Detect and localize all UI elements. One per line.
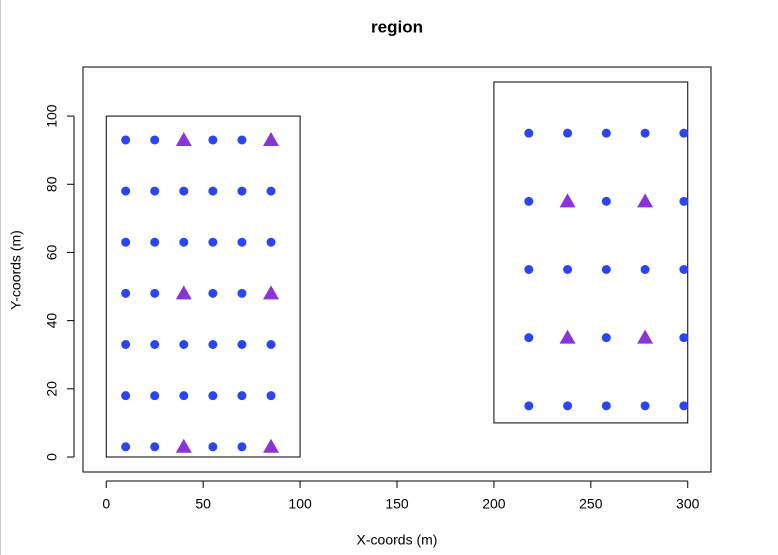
circle-point	[266, 391, 276, 401]
circle-point	[121, 135, 131, 145]
circle-point	[266, 340, 276, 349]
circle-point	[563, 128, 573, 138]
circle-point	[237, 288, 247, 298]
circle-point	[266, 186, 276, 196]
circle-point	[208, 442, 218, 452]
circle-point	[150, 340, 160, 349]
circle-point	[524, 333, 534, 343]
circle-point	[150, 391, 160, 401]
circle-point	[679, 196, 689, 206]
circle-point	[679, 333, 689, 343]
triangle-point	[263, 438, 280, 453]
x-tick-label: 200	[482, 496, 506, 512]
circle-point	[640, 265, 650, 274]
circle-point	[121, 391, 131, 401]
circle-point	[524, 265, 534, 274]
circle-point	[208, 237, 218, 247]
triangle-point	[637, 329, 654, 344]
circle-point	[601, 196, 611, 206]
circle-point	[150, 288, 160, 298]
y-tick-label: 100	[44, 104, 60, 128]
circle-point	[524, 401, 534, 411]
circle-point	[208, 391, 218, 401]
circle-point	[679, 265, 689, 274]
circle-point	[640, 128, 650, 138]
circle-point	[121, 237, 131, 247]
chart-title: region	[371, 17, 423, 36]
x-tick-label: 150	[385, 496, 409, 512]
circle-point	[150, 442, 160, 452]
circle-point	[601, 333, 611, 343]
circle-point	[679, 401, 689, 411]
circle-point	[601, 128, 611, 138]
circle-point	[524, 128, 534, 138]
x-axis-label: X-coords (m)	[357, 532, 438, 548]
circle-point	[121, 442, 131, 452]
triangle-point	[175, 438, 192, 453]
circle-point	[563, 265, 573, 274]
circle-point	[121, 186, 131, 196]
circle-point	[601, 401, 611, 411]
triangle-point	[559, 193, 576, 208]
y-tick-label: 20	[44, 381, 60, 397]
circle-point	[601, 265, 611, 274]
circle-point	[208, 135, 218, 145]
circle-point	[563, 401, 573, 411]
circle-point	[121, 288, 131, 298]
circle-point	[237, 340, 247, 349]
x-tick-label: 300	[676, 496, 700, 512]
y-axis-label: Y-coords (m)	[8, 230, 24, 310]
circle-point	[179, 391, 189, 401]
circle-point	[208, 340, 218, 349]
x-tick-label: 50	[195, 496, 211, 512]
circle-point	[237, 391, 247, 401]
triangle-point	[559, 329, 576, 344]
circle-point	[640, 401, 650, 411]
circle-point	[150, 186, 160, 196]
y-tick-label: 60	[44, 244, 60, 260]
circle-point	[237, 442, 247, 452]
circle-point	[208, 288, 218, 298]
circle-point	[150, 237, 160, 247]
region	[105, 115, 301, 458]
y-tick-label: 80	[44, 176, 60, 192]
triangle-point	[263, 285, 280, 300]
y-tick-label: 40	[44, 313, 60, 329]
circle-point	[237, 237, 247, 247]
triangle-point	[263, 131, 280, 146]
plot-box	[82, 66, 712, 473]
circle-point	[266, 237, 276, 247]
circle-point	[237, 135, 247, 145]
circle-point	[179, 340, 189, 349]
circle-point	[179, 237, 189, 247]
region	[493, 81, 689, 424]
circle-point	[150, 135, 160, 145]
triangle-point	[175, 131, 192, 146]
triangle-point	[637, 193, 654, 208]
x-tick-label: 0	[102, 496, 110, 512]
x-tick-label: 250	[579, 496, 603, 512]
x-tick-label: 100	[288, 496, 312, 512]
y-tick-label: 0	[44, 453, 60, 461]
circle-point	[208, 186, 218, 196]
circle-point	[179, 186, 189, 196]
circle-point	[121, 340, 131, 349]
circle-point	[524, 196, 534, 206]
triangle-point	[175, 285, 192, 300]
circle-point	[237, 186, 247, 196]
circle-point	[679, 128, 689, 138]
